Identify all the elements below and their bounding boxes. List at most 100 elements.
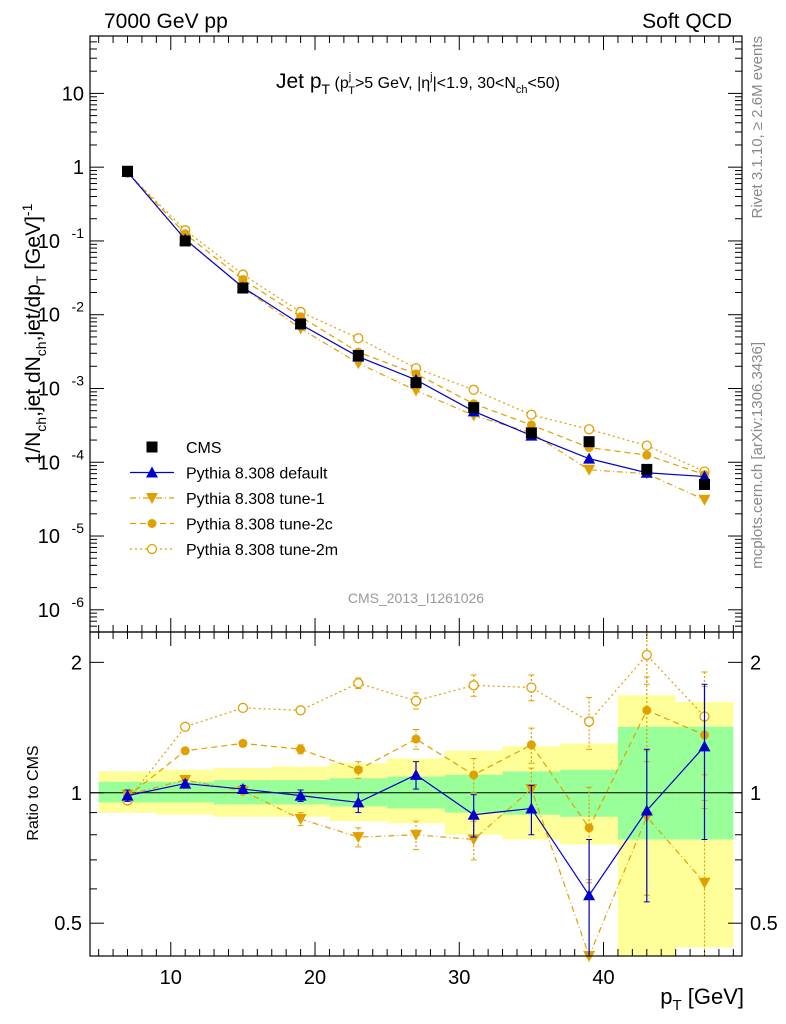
side-labels: Rivet 3.1.10, ≥ 2.6M events mcplots.cern… — [749, 36, 766, 569]
main-y-axis-label: 1/Nch,jet dNch,jet/dpT [GeV]-1 — [19, 203, 49, 464]
point-cms — [179, 235, 191, 247]
ratio-point-default — [640, 804, 653, 816]
y-tick-exponent: -1 — [72, 225, 85, 241]
x-tick-label: 10 — [160, 967, 182, 989]
ratio-panel: 0.5 0.51 12 2 10 20 30 40 Ratio to CMS pT [GeV… — [25, 631, 778, 1014]
point-cms — [525, 427, 537, 439]
point-cms — [295, 318, 307, 330]
ratio-y-tick-labels: 0.5 0.5 1 1 2 2 — [54, 652, 778, 935]
ratio-point-tune-2m — [295, 705, 306, 716]
point-tune-1 — [410, 385, 422, 397]
ratio-point-tune-2c — [584, 823, 594, 833]
legend-label: Pythia 8.308 default — [186, 466, 328, 483]
legend-label: Pythia 8.308 tune-2c — [186, 517, 333, 534]
point-default — [698, 470, 711, 482]
ratio-point-default — [583, 889, 596, 901]
ratio-point-tune-2c — [526, 740, 536, 750]
ratio-point-tune-1 — [294, 813, 307, 825]
point-tune-2m — [526, 409, 537, 420]
legend-label: Pythia 8.308 tune-2m — [186, 542, 338, 559]
x-tick-label: 20 — [304, 967, 326, 989]
ratio-point-default — [352, 796, 365, 808]
ratio-point-tune-1 — [352, 832, 365, 844]
legend-item-tune-2m: Pythia 8.308 tune-2m — [130, 542, 338, 559]
point-tune-2c — [526, 420, 536, 430]
ratio-ticks — [90, 632, 742, 956]
ratio-point-tune-2c — [411, 734, 421, 744]
legend-marker — [146, 543, 158, 555]
ratio-y-tick-label-left: 2 — [71, 652, 82, 674]
legend-marker — [147, 519, 157, 528]
ratio-point-default — [467, 808, 480, 820]
legend-label: Pythia 8.308 tune-1 — [186, 491, 325, 508]
point-cms — [468, 402, 480, 414]
y-tick-exponent: -4 — [72, 446, 85, 462]
point-tune-2c — [238, 275, 248, 285]
legend-marker — [146, 441, 158, 453]
legend-item-tune-2c: Pythia 8.308 tune-2c — [130, 517, 333, 534]
ratio-point-default — [294, 789, 307, 801]
legend-marker — [146, 493, 158, 504]
x-tick-label: 30 — [448, 967, 470, 989]
analysis-id: CMS_2013_I1261026 — [348, 590, 484, 606]
header: 7000 GeV pp Soft QCD — [104, 10, 732, 33]
y-tick-exponent: -6 — [72, 594, 85, 610]
ratio-point-default — [121, 789, 134, 801]
y-tick-exponent: -5 — [72, 520, 85, 536]
point-tune-1 — [698, 494, 711, 506]
point-cms — [641, 463, 653, 475]
ratio-frame — [89, 631, 743, 957]
y-tick-label: 10 — [38, 305, 60, 327]
ratio-point-default — [525, 802, 538, 814]
ratio-point-default — [236, 783, 249, 795]
ratio-point-tune-2c — [469, 770, 479, 780]
ratio-point-tune-2m — [180, 721, 191, 732]
legend: CMS Pythia 8.308 default Pythia 8.308 tune… — [130, 440, 338, 559]
ratio-point-tune-2m — [237, 702, 249, 714]
y-tick-label: 10 — [38, 231, 60, 253]
series-cms — [122, 165, 710, 490]
y-tick-label: 10 — [38, 378, 60, 400]
point-tune-2m — [641, 440, 652, 451]
ratio-point-tune-2c — [296, 744, 306, 754]
ratio-line-tune-2c — [127, 709, 705, 830]
legend-label: CMS — [186, 440, 222, 457]
point-cms — [583, 436, 595, 448]
ratio-point-tune-2m — [353, 678, 364, 689]
ratio-point-tune-2m — [468, 680, 479, 691]
ratio-y-tick-label-left: 1 — [71, 783, 82, 805]
point-tune-2m — [583, 424, 595, 435]
ratio-point-tune-1 — [698, 877, 711, 889]
point-tune-2c — [411, 369, 421, 379]
ratio-point-default — [179, 777, 192, 789]
ratio-y-tick-label-right: 2 — [750, 652, 761, 674]
x-tick-label: 40 — [592, 967, 614, 989]
ratio-point-tune-2c — [180, 746, 190, 756]
legend-item-tune-1: Pythia 8.308 tune-1 — [130, 491, 325, 508]
point-tune-2m — [353, 333, 364, 344]
main-y-tick-labels: 10 1 10 -1 10 -2 10 -3 10 -4 10 -5 10 -6 — [38, 83, 84, 621]
ratio-bands — [98, 695, 734, 956]
y-tick-exponent: -3 — [72, 372, 85, 388]
point-cms — [410, 377, 422, 389]
ratio-series-tune-2m — [122, 631, 710, 806]
y-tick-label: 10 — [38, 452, 60, 474]
y-tick-label: 1 — [73, 157, 84, 179]
ratio-point-default — [410, 768, 422, 780]
ratio-point-tune-2m — [410, 695, 422, 706]
band-inner — [560, 769, 618, 817]
ratio-point-tune-2c — [353, 765, 363, 775]
y-tick-exponent: -2 — [72, 299, 85, 315]
point-cms — [237, 282, 249, 294]
main-series — [121, 165, 711, 506]
ratio-series — [121, 631, 711, 962]
y-tick-label: 10 — [62, 83, 84, 105]
mcplots-label: mcplots.cern.ch [arXiv:1306.3436] — [749, 342, 766, 569]
point-tune-2c — [642, 450, 652, 460]
y-tick-label: 10 — [38, 526, 60, 548]
ratio-point-tune-2m — [583, 716, 595, 727]
ratio-point-tune-1 — [410, 829, 422, 841]
ratio-series-default — [121, 683, 711, 957]
ratio-point-tune-2m — [641, 649, 652, 661]
